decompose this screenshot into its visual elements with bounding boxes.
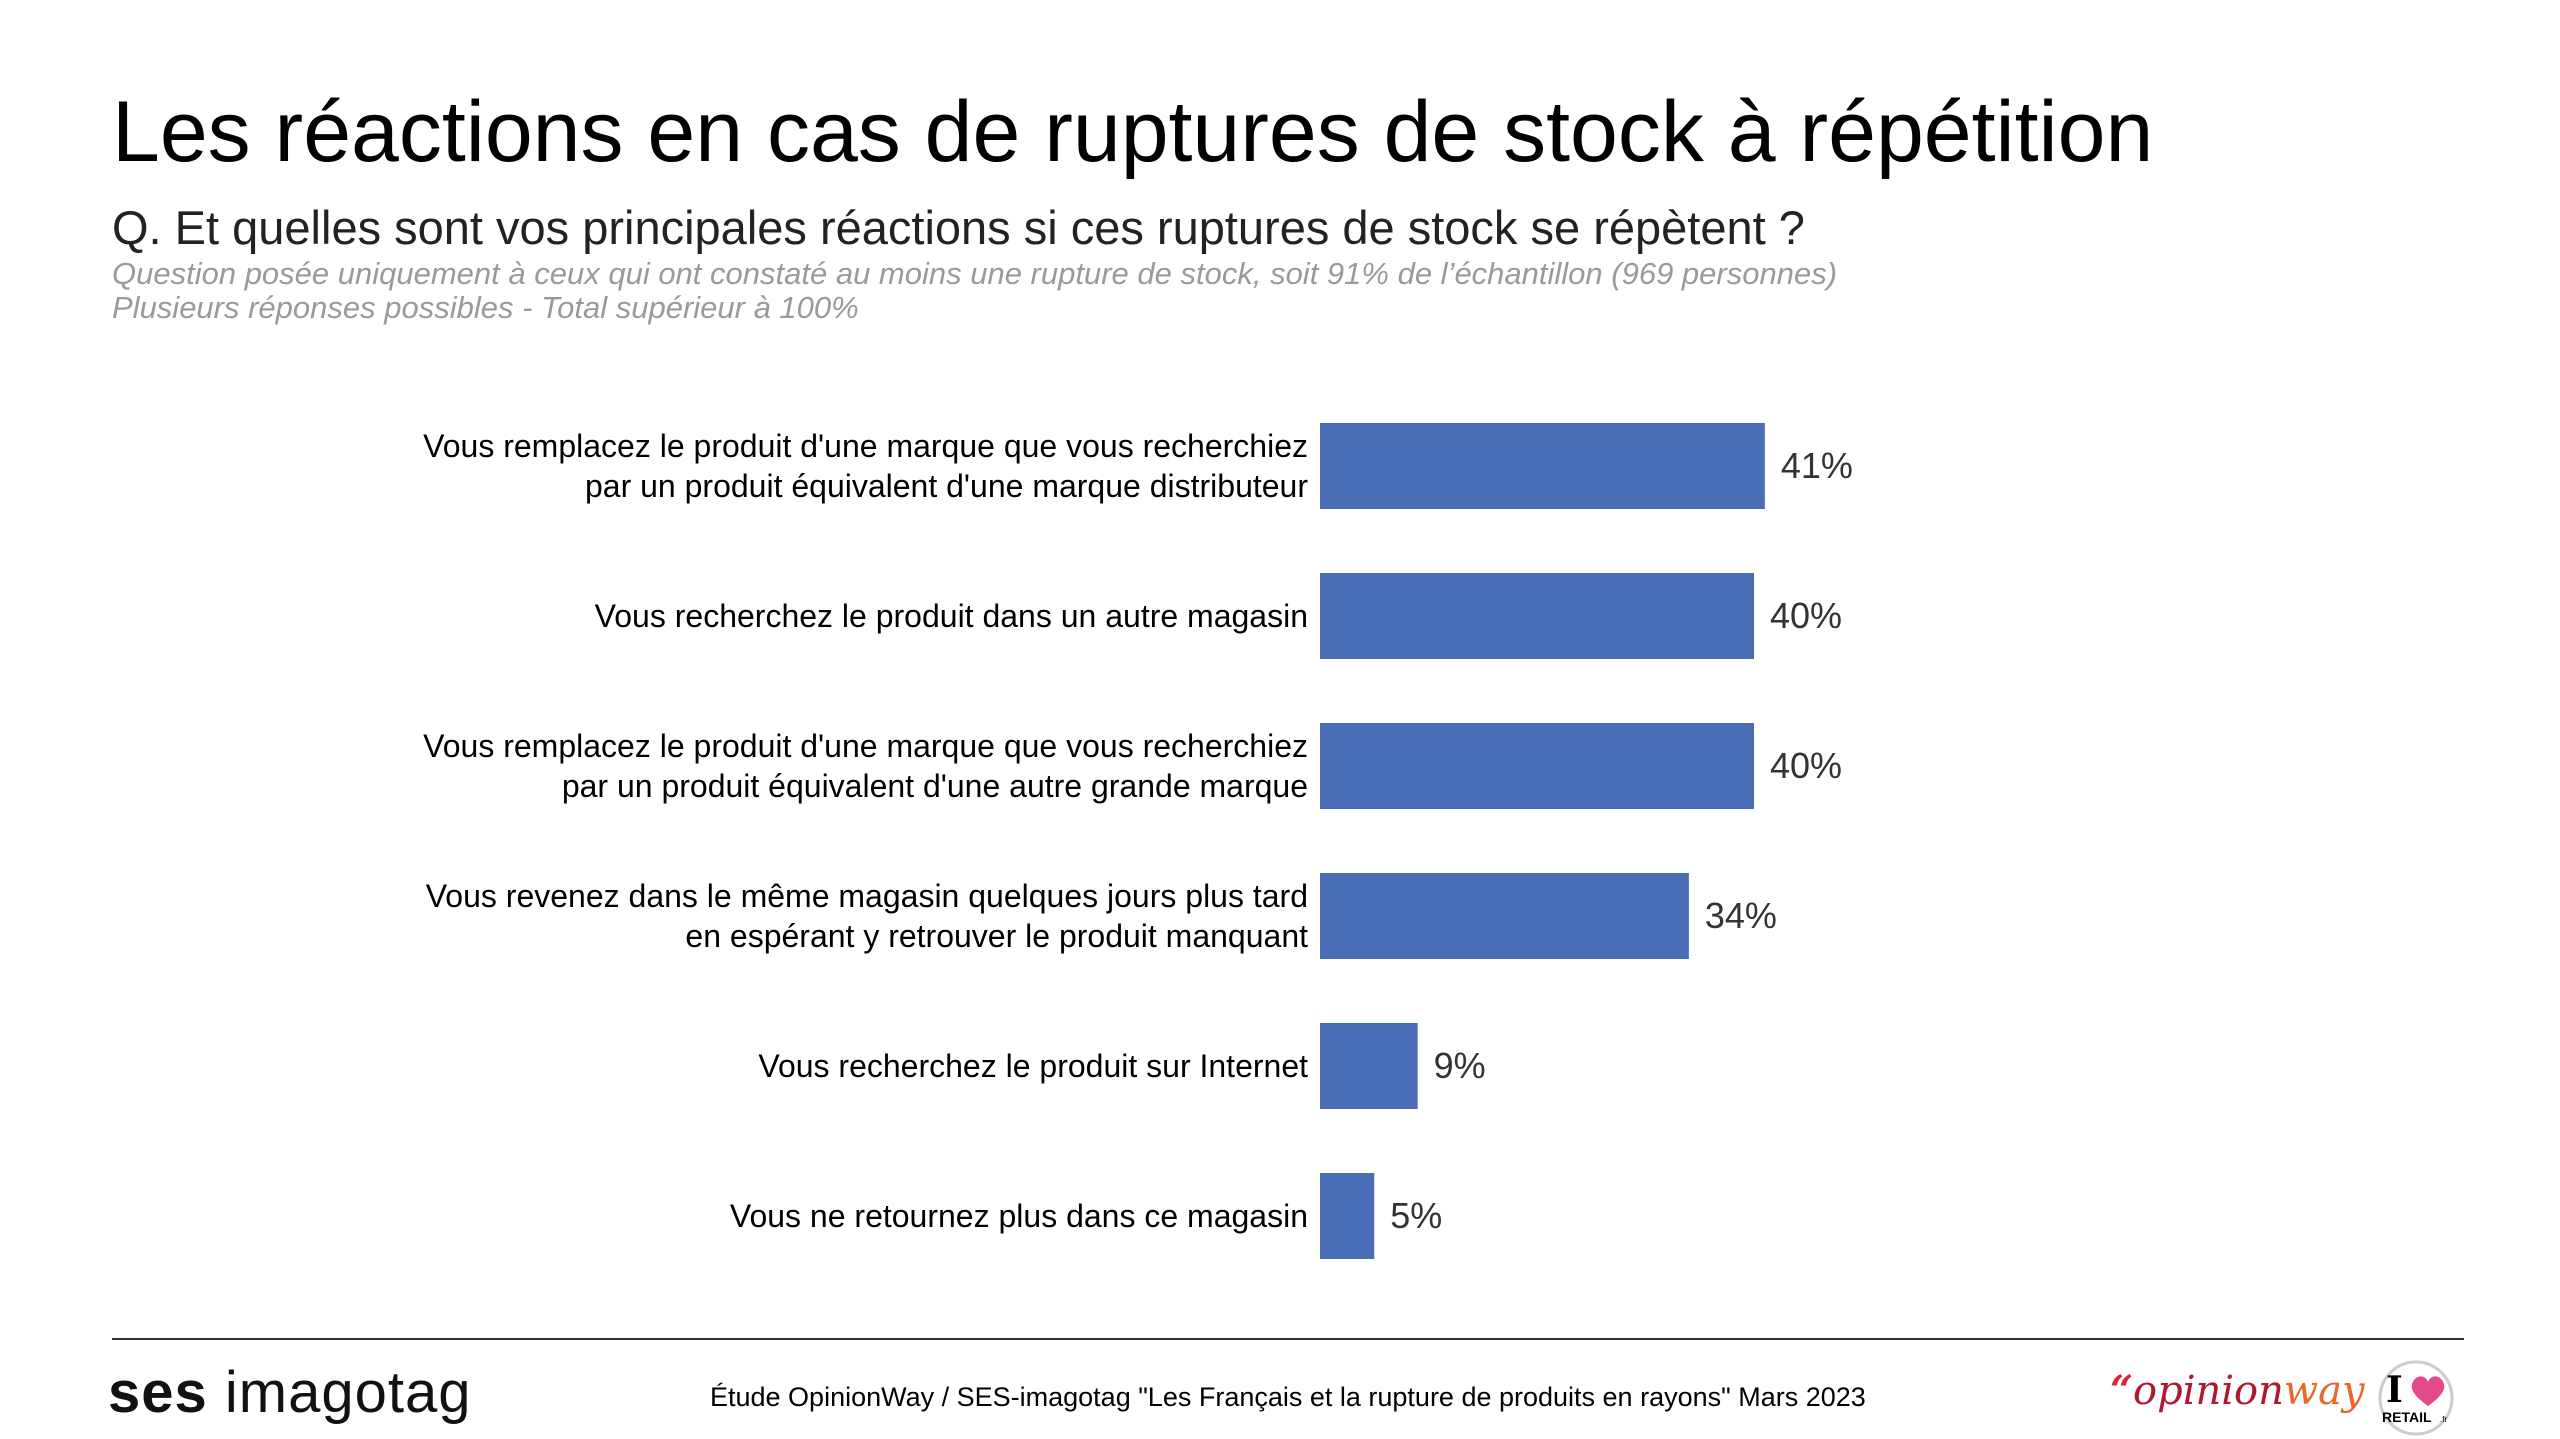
value-label: 40%: [1770, 595, 1842, 636]
opinionway-logo: “opinionway: [2110, 1366, 2365, 1416]
category-label: Vous remplacez le produit d'une marque q…: [423, 728, 1308, 764]
opinionway-part2: way: [2283, 1368, 2365, 1414]
page-title: Les réactions en cas de ruptures de stoc…: [112, 84, 2154, 180]
question-text: Q. Et quelles sont vos principales réact…: [112, 201, 1805, 254]
retail-logo-i: I: [2386, 1369, 2403, 1411]
category-label: en espérant y retrouver le produit manqu…: [685, 918, 1308, 954]
ses-logo-bold: ses: [108, 1360, 208, 1425]
category-label: Vous revenez dans le même magasin quelqu…: [426, 878, 1308, 914]
category-label: par un produit équivalent d'une marque d…: [585, 468, 1308, 504]
category-label: Vous remplacez le produit d'une marque q…: [423, 428, 1308, 464]
ses-logo-rest: imagotag: [224, 1360, 472, 1425]
bar: [1320, 1173, 1375, 1259]
bar: [1320, 873, 1689, 959]
retail-logo-suffix: .fr: [2440, 1415, 2447, 1424]
category-label: par un produit équivalent d'une autre gr…: [562, 768, 1308, 804]
bar: [1320, 423, 1765, 509]
sample-note: Question posée uniquement à ceux qui ont…: [112, 256, 1838, 291]
category-label: Vous recherchez le produit sur Internet: [758, 1048, 1308, 1084]
i-love-retail-logo: I RETAIL .fr: [2378, 1360, 2454, 1436]
bar: [1320, 723, 1754, 809]
category-label: Vous recherchez le produit dans un autre…: [595, 598, 1308, 634]
bar: [1320, 573, 1754, 659]
retail-logo-word: RETAIL: [2382, 1409, 2432, 1425]
footer-divider: [112, 1338, 2464, 1340]
value-label: 5%: [1390, 1195, 1442, 1236]
ses-imagotag-logo: ses imagotag: [108, 1358, 472, 1428]
value-label: 34%: [1705, 895, 1777, 936]
value-label: 41%: [1781, 445, 1853, 486]
value-label: 40%: [1770, 745, 1842, 786]
multiple-answers-note: Plusieurs réponses possibles - Total sup…: [112, 290, 859, 325]
bar: [1320, 1023, 1418, 1109]
heart-icon: [2411, 1376, 2445, 1406]
opinionway-quote: “: [2110, 1367, 2134, 1414]
source-citation: Étude OpinionWay / SES-imagotag "Les Fra…: [710, 1382, 1866, 1412]
opinionway-part1: opinion: [2133, 1368, 2284, 1414]
value-label: 9%: [1434, 1045, 1486, 1086]
category-label: Vous ne retournez plus dans ce magasin: [730, 1198, 1308, 1234]
